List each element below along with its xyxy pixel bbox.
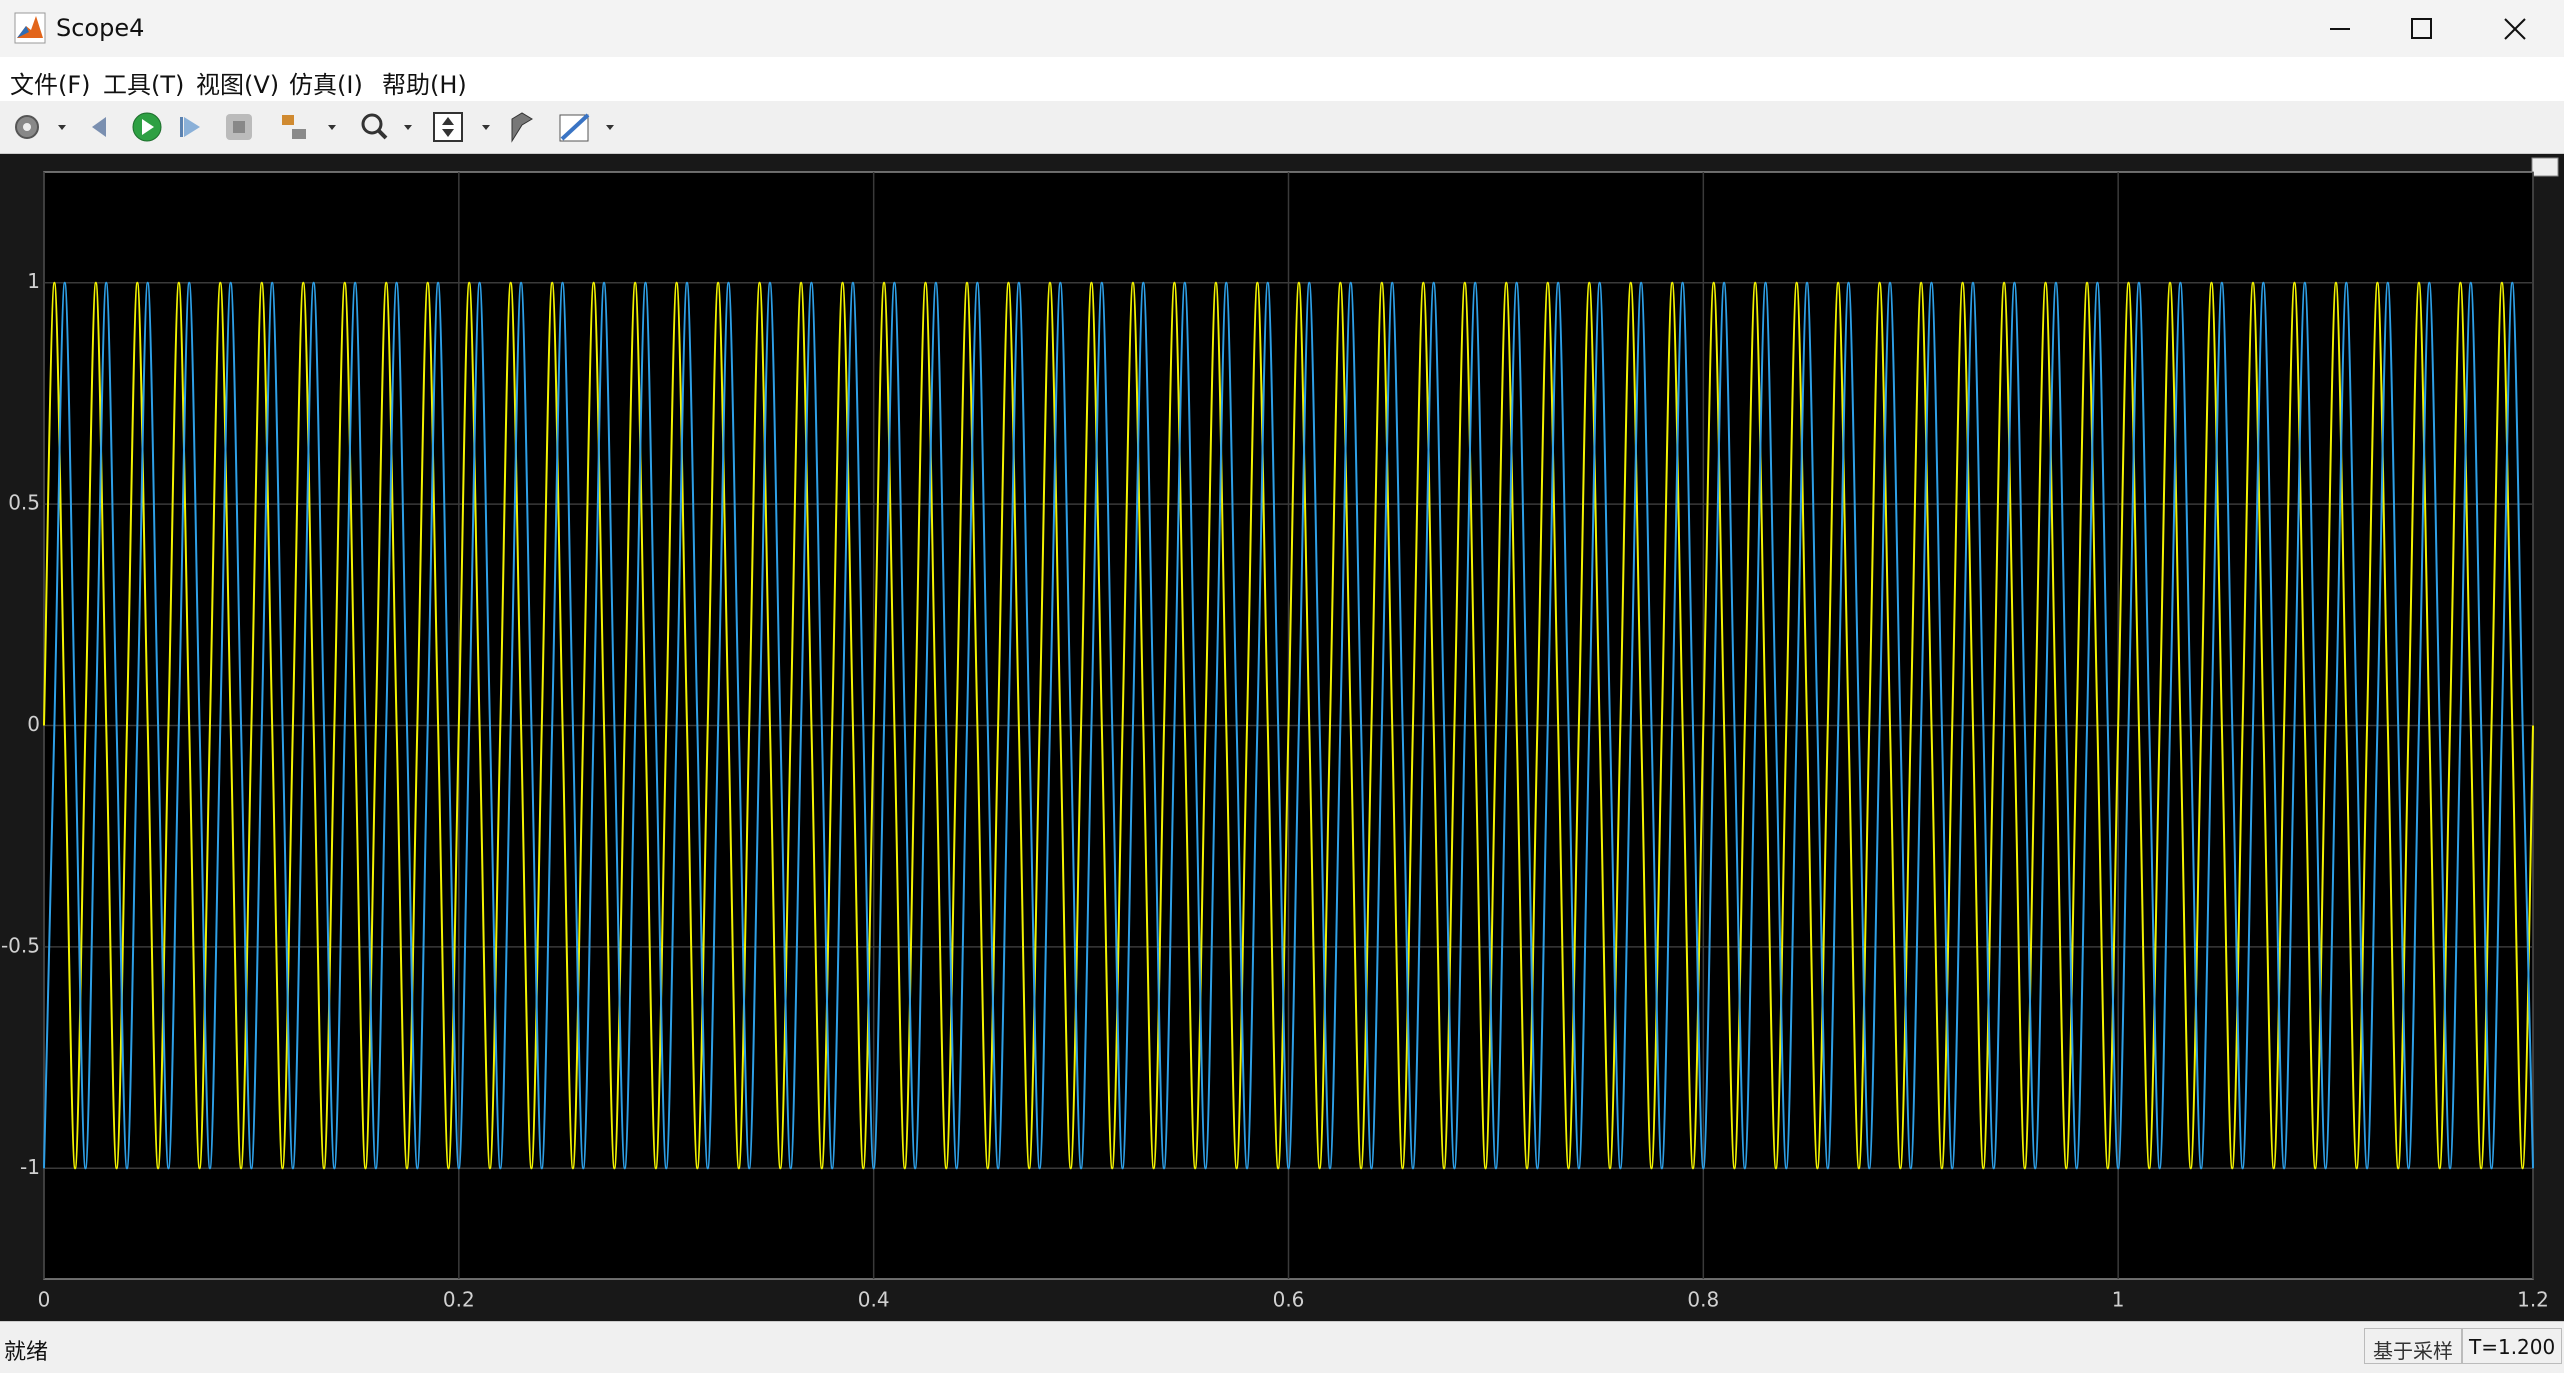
toolbar-icons[interactable]: [0, 101, 640, 153]
title-bar: Scope4: [0, 0, 2564, 57]
signal-line: [43, 281, 2534, 1170]
window-title: Scope4: [56, 14, 145, 42]
menu-item[interactable]: 工具(T): [103, 71, 185, 99]
y-tick-label: 0: [27, 712, 40, 736]
status-bar: 就绪 基于采样 T=1.200: [0, 1321, 2564, 1373]
x-tick-label: 0.8: [1687, 1288, 1719, 1312]
app-icon: [14, 12, 46, 44]
sim-time: T=1.200: [2462, 1328, 2563, 1364]
y-tick-label: -0.5: [1, 933, 40, 957]
x-tick-label: 0: [38, 1288, 51, 1312]
menu-item[interactable]: 视图(V): [196, 71, 280, 99]
y-tick-label: -1: [20, 1155, 40, 1179]
x-tick-label: 0.6: [1273, 1288, 1305, 1312]
menu-item[interactable]: 仿真(I): [289, 71, 363, 99]
sample-mode: 基于采样: [2364, 1328, 2462, 1364]
window-controls[interactable]: [2300, 0, 2564, 57]
chart: -1 -0.5 0 0.5 1 0 0.2 0.4 0.6 0.8 1 1.2: [1, 157, 2559, 1312]
toolbar: [0, 101, 2564, 154]
signal-line: [43, 281, 2534, 1170]
menu-item[interactable]: 帮助(H): [382, 71, 467, 99]
undock-button[interactable]: [2531, 157, 2559, 177]
y-tick-label: 0.5: [8, 491, 40, 515]
menu-item[interactable]: 文件(F): [10, 71, 91, 99]
x-tick-label: 0.4: [858, 1288, 890, 1312]
x-tick-label: 1: [2112, 1288, 2125, 1312]
x-tick-label: 0.2: [443, 1288, 475, 1312]
scope-display: -1 -0.5 0 0.5 1 0 0.2 0.4 0.6 0.8 1 1.2: [0, 154, 2564, 1321]
x-tick-label: 1.2: [2517, 1288, 2549, 1312]
menu-bar: 文件(F) 工具(T) 视图(V) 仿真(I) 帮助(H): [0, 57, 2564, 101]
y-tick-label: 1: [27, 269, 40, 293]
status-text: 就绪: [4, 1340, 49, 1365]
